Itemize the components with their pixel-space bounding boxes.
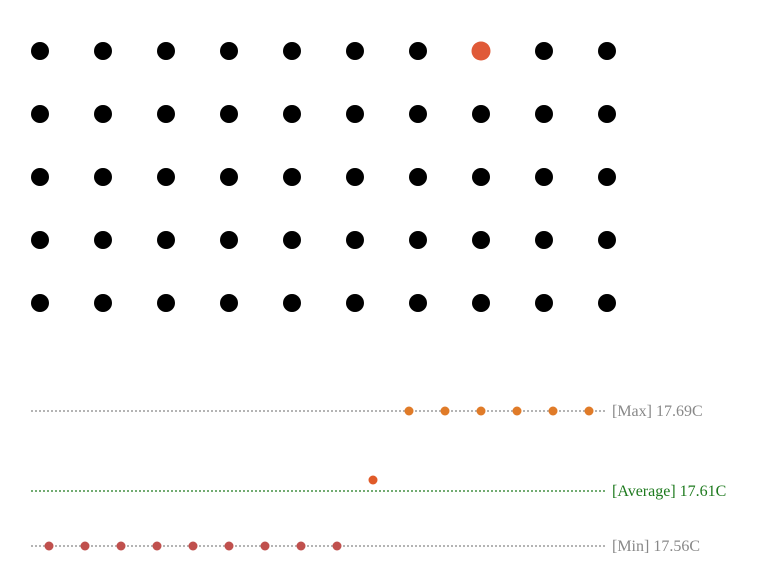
grid-dot [472,105,490,123]
grid-dot [346,168,364,186]
max-point [584,406,594,416]
grid-dot [346,42,364,60]
grid-dot [31,42,49,60]
grid-dot [409,105,427,123]
grid-dot [472,231,490,249]
grid-dot [31,294,49,312]
grid-dot [283,231,301,249]
grid-dot [598,168,616,186]
min-point [44,541,54,551]
grid-dot [598,294,616,312]
reference-lines: [Max] 17.69C [Average] 17.61C [Min] 17.56C [31,403,726,555]
dot-grid [31,41,616,312]
grid-dot [220,294,238,312]
grid-dot [535,42,553,60]
grid-dot [94,294,112,312]
grid-dot [535,105,553,123]
grid-dot [94,42,112,60]
grid-dot [31,231,49,249]
grid-dot [598,231,616,249]
grid-dot [157,168,175,186]
min-point [116,541,126,551]
grid-dot [598,42,616,60]
grid-dot [346,105,364,123]
series-points [44,406,594,551]
grid-dot [409,42,427,60]
grid-dot [409,294,427,312]
min-point [224,541,234,551]
min-point [296,541,306,551]
grid-dot [283,105,301,123]
max-point [440,406,450,416]
grid-dot [409,231,427,249]
max-point [548,406,558,416]
grid-dot [220,231,238,249]
max-point [512,406,522,416]
reference-label-min: [Min] 17.56C [612,538,700,555]
grid-dot [535,294,553,312]
grid-dot [157,42,175,60]
grid-dot [31,105,49,123]
grid-dot [346,231,364,249]
min-point [260,541,270,551]
min-point [332,541,342,551]
grid-dot [157,294,175,312]
grid-dot [346,294,364,312]
reference-label-average: [Average] 17.61C [612,483,726,500]
grid-dot [598,105,616,123]
grid-dot-highlighted [471,41,491,61]
grid-dot [283,42,301,60]
grid-dot [283,168,301,186]
grid-dot [535,231,553,249]
grid-dot [220,42,238,60]
average-point [368,475,378,485]
reference-label-max: [Max] 17.69C [612,403,703,420]
grid-dot [472,168,490,186]
max-point [476,406,486,416]
grid-dot [94,168,112,186]
grid-dot [157,231,175,249]
grid-dot [472,294,490,312]
min-point [80,541,90,551]
grid-dot [283,294,301,312]
min-point [152,541,162,551]
grid-dot [94,231,112,249]
grid-dot [157,105,175,123]
grid-dot [31,168,49,186]
max-point [404,406,414,416]
grid-dot [94,105,112,123]
grid-dot [535,168,553,186]
min-point [188,541,198,551]
grid-dot [409,168,427,186]
grid-dot [220,168,238,186]
grid-dot [220,105,238,123]
